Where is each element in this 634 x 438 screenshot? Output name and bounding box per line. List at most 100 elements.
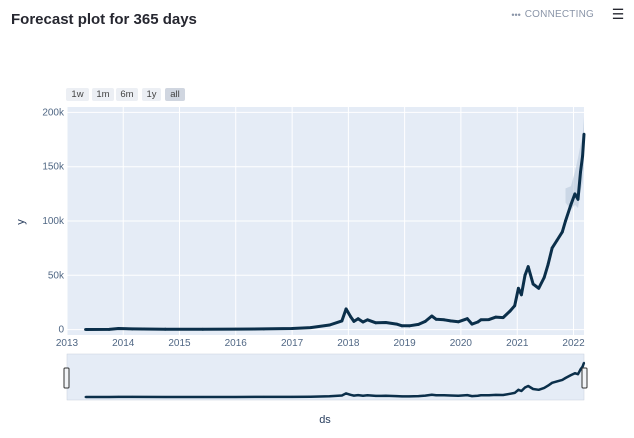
slider-point	[449, 394, 452, 397]
data-point	[465, 317, 469, 321]
slider-point	[532, 388, 535, 390]
data-point	[423, 320, 427, 323]
data-point	[344, 307, 348, 311]
slider-point	[471, 395, 473, 398]
forecast-line-group	[84, 132, 586, 331]
slider-point	[537, 388, 540, 391]
slider-point	[457, 394, 460, 397]
slider-point	[547, 384, 550, 387]
slider-point	[349, 393, 352, 396]
data-point	[366, 318, 369, 322]
slider-point	[408, 395, 411, 398]
x-axis-title: ds	[319, 414, 331, 426]
range-slider[interactable]	[66, 353, 585, 401]
slider-point	[262, 395, 265, 398]
slider-point	[435, 394, 438, 397]
data-point	[537, 286, 541, 290]
slider-point	[527, 385, 530, 387]
slider-point	[328, 395, 331, 398]
slider-point	[466, 394, 469, 397]
y-tick-label: 50k	[48, 270, 65, 281]
slider-point	[502, 394, 505, 396]
x-tick-label: 2013	[56, 338, 79, 349]
slider-point	[340, 394, 343, 397]
data-point	[470, 322, 474, 326]
range-button-all[interactable]: all	[165, 88, 185, 101]
y-tick-label: 200k	[42, 107, 65, 118]
x-tick-label: 2014	[112, 338, 135, 349]
x-tick-label: 2015	[168, 338, 191, 349]
y-axis-title: y	[15, 219, 27, 225]
data-point	[581, 154, 584, 158]
slider-point	[395, 395, 398, 398]
x-axis-ticks: 2013 2014 2015 2016 2017 2018 2019 2020 2021 2022	[56, 338, 585, 349]
slider-point	[234, 396, 237, 398]
slider-point	[201, 396, 204, 398]
slider-point	[551, 381, 554, 384]
range-button-6m[interactable]: 6m	[116, 88, 138, 101]
slider-point	[561, 378, 564, 381]
slider-point	[309, 395, 312, 398]
grid-lines	[66, 107, 584, 335]
slider-point	[479, 394, 482, 397]
slider-point	[366, 394, 369, 397]
slider-point	[291, 395, 294, 398]
slider-point	[357, 394, 360, 397]
data-point	[487, 318, 491, 321]
data-point	[84, 328, 87, 331]
data-point	[508, 309, 512, 313]
slider-point	[131, 395, 134, 398]
x-tick-label: 2019	[394, 338, 417, 349]
data-point	[550, 246, 554, 250]
range-button-1y[interactable]: 1y	[142, 88, 161, 101]
data-point	[417, 323, 420, 326]
slider-point	[564, 377, 567, 379]
dots-icon: •••	[511, 9, 521, 20]
data-point	[384, 321, 388, 324]
y-tick-label: 100k	[42, 216, 65, 227]
range-button-1w[interactable]: 1w	[66, 88, 89, 101]
data-point	[340, 319, 344, 323]
data-point	[582, 132, 586, 136]
data-point	[117, 327, 120, 330]
y-axis-ticks: 0 50k 100k 150k 200k	[42, 107, 65, 335]
slider-point	[573, 372, 576, 375]
data-point	[290, 327, 294, 330]
data-point	[262, 327, 266, 331]
range-button-1m[interactable]: 1m	[92, 88, 114, 101]
y-tick-label: 150k	[42, 162, 65, 173]
slider-point	[384, 394, 387, 397]
slider-point	[476, 394, 479, 397]
slider-point	[524, 386, 526, 389]
slider-point	[577, 373, 579, 376]
x-tick-label: 2021	[506, 338, 529, 349]
x-tick-label: 2022	[562, 338, 585, 349]
data-point	[479, 318, 483, 322]
hamburger-menu-icon[interactable]: ☰	[611, 6, 625, 22]
data-point	[395, 322, 398, 326]
slider-point	[520, 390, 523, 392]
data-point	[449, 319, 452, 323]
slider-point	[84, 396, 87, 398]
data-point	[517, 286, 520, 290]
range-slider-left-handle[interactable]	[63, 367, 70, 389]
data-point	[564, 219, 567, 223]
range-slider-line-group	[84, 361, 586, 399]
slider-point	[417, 395, 420, 398]
data-point	[107, 328, 111, 331]
data-point	[352, 320, 356, 323]
data-point	[569, 203, 573, 207]
slider-point	[108, 396, 111, 398]
data-point	[494, 315, 498, 319]
data-point	[501, 316, 505, 319]
slider-point	[117, 395, 120, 398]
data-point	[374, 321, 378, 325]
range-slider-right-handle[interactable]	[581, 367, 588, 389]
slider-point	[583, 361, 585, 364]
data-point	[520, 293, 523, 297]
data-point	[408, 324, 411, 328]
x-tick-label: 2020	[450, 338, 473, 349]
data-point	[309, 326, 312, 329]
data-point	[430, 314, 434, 318]
